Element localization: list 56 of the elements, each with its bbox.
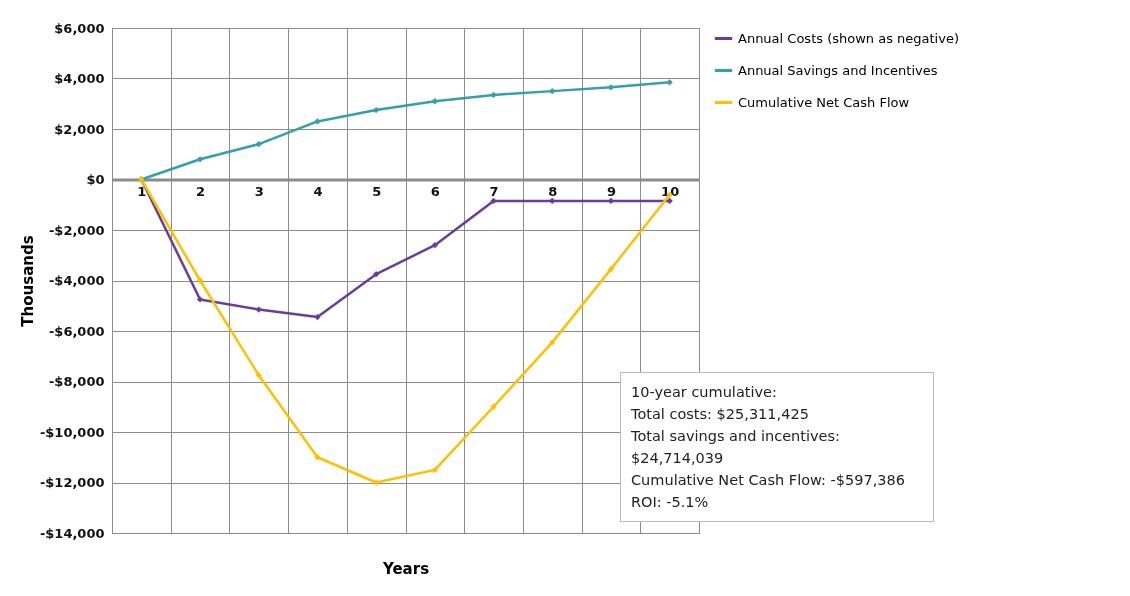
point bbox=[490, 197, 497, 205]
point bbox=[196, 156, 204, 163]
y-tick-label: -$6,000 bbox=[48, 323, 105, 339]
y-tick-label: -$4,000 bbox=[48, 273, 105, 288]
legend-label: Annual Costs (shown as negative) bbox=[738, 30, 959, 46]
annotation: Cumulative Net Cash Flow: -$597,386 bbox=[631, 471, 906, 490]
annotation: Total savings and incentives: $24,714,039 bbox=[631, 427, 841, 468]
point bbox=[431, 466, 439, 474]
y-tick-label: $6,000 bbox=[54, 20, 105, 36]
y-tick-label: -$10,000 bbox=[39, 424, 105, 440]
x-tick-label: 4 bbox=[313, 184, 323, 199]
x-tick-label: 3 bbox=[254, 184, 264, 199]
x-axis-title: Years bbox=[381, 559, 430, 578]
x-tick-label: 6 bbox=[430, 184, 440, 199]
point bbox=[314, 313, 321, 321]
y-tick-label: $4,000 bbox=[54, 71, 105, 86]
point bbox=[196, 277, 204, 284]
point bbox=[314, 454, 321, 461]
annotation: Total costs: $25,311,425 bbox=[631, 405, 810, 424]
y-tick-label: $0 bbox=[86, 172, 105, 187]
y-tick-label: -$12,000 bbox=[39, 475, 105, 490]
annotation: ROI: -5.1% bbox=[631, 493, 710, 512]
x-tick-label: 1 bbox=[137, 184, 147, 199]
point bbox=[314, 118, 321, 125]
y-tick-label: -$14,000 bbox=[39, 525, 105, 541]
x-tick-label: 9 bbox=[606, 184, 616, 199]
point bbox=[255, 306, 262, 313]
point bbox=[490, 91, 497, 99]
point bbox=[549, 197, 556, 205]
point bbox=[431, 241, 439, 249]
x-tick-label: 7 bbox=[489, 184, 499, 199]
point bbox=[666, 79, 673, 86]
point bbox=[607, 84, 615, 91]
legend-label: Annual Savings and Incentives bbox=[738, 62, 938, 78]
point bbox=[607, 265, 615, 273]
point bbox=[666, 197, 673, 205]
y-tick-label: -$8,000 bbox=[48, 374, 105, 389]
point bbox=[372, 271, 380, 278]
x-tick-label: 8 bbox=[548, 184, 558, 199]
legend-label: Cumulative Net Cash Flow bbox=[738, 94, 910, 110]
point bbox=[372, 479, 380, 486]
x-tick-label: 10 bbox=[661, 184, 680, 199]
point bbox=[549, 87, 556, 95]
point bbox=[255, 140, 262, 148]
y-tick-label: -$2,000 bbox=[48, 222, 105, 238]
point bbox=[549, 339, 556, 346]
point bbox=[490, 403, 497, 410]
point bbox=[196, 296, 204, 303]
y-axis-title: Thousands bbox=[18, 235, 37, 327]
x-tick-label: 5 bbox=[372, 184, 382, 199]
point bbox=[255, 372, 262, 379]
point bbox=[431, 98, 439, 105]
annotation: 10-year cumulative: bbox=[631, 383, 778, 402]
x-tick-label: 2 bbox=[196, 184, 206, 199]
point bbox=[372, 106, 380, 114]
y-tick-label: $2,000 bbox=[54, 121, 105, 137]
